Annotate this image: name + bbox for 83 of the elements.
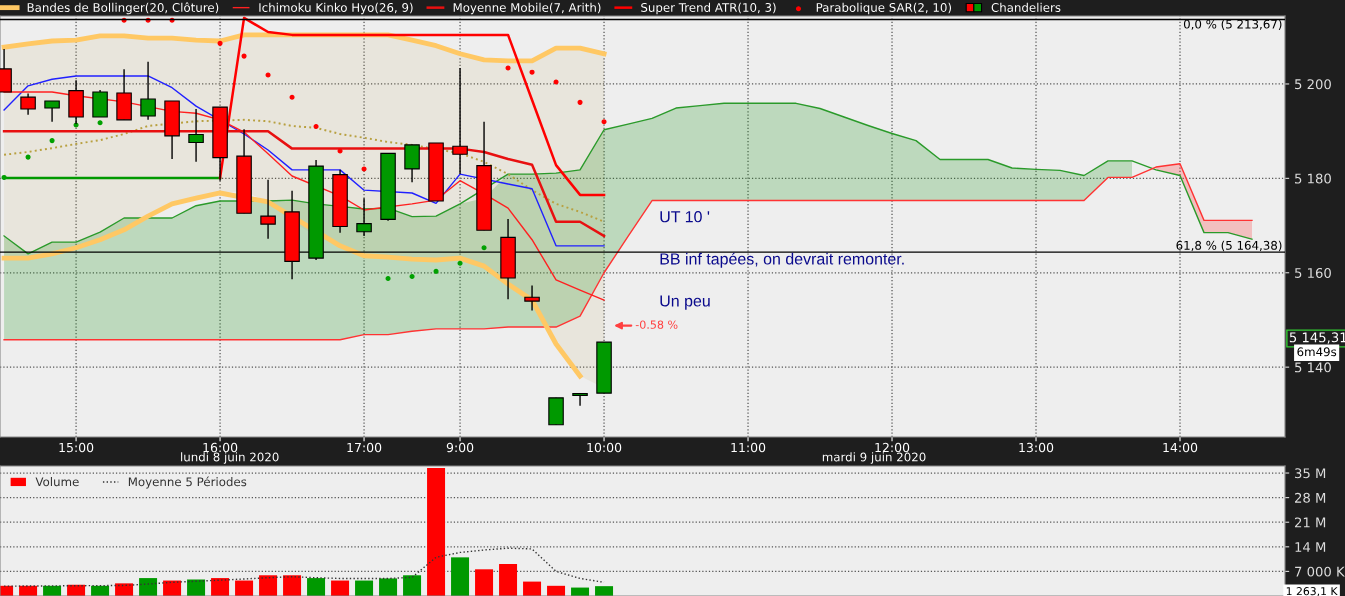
bar (595, 586, 614, 596)
point (49, 138, 55, 144)
legend-label: Moyenne Mobile(7, Arith) (453, 2, 601, 15)
bar (403, 575, 422, 596)
x-tick-label: 10:00 (587, 442, 622, 453)
legend-label: Parabolique SAR(2, 10) (816, 2, 952, 15)
y-tick-label: 35 M (1295, 468, 1326, 479)
bar (139, 578, 158, 596)
y-tick-label: 7 000 K (1295, 566, 1345, 577)
x-tick-label: 9:00 (446, 442, 474, 453)
point (601, 119, 607, 125)
bar (475, 569, 494, 596)
bar (283, 575, 302, 596)
bar (187, 579, 206, 596)
bar (451, 557, 470, 596)
x-tick-label: 17:00 (347, 442, 382, 453)
legend-label: Bandes de Bollinger(20, Clôture) (27, 2, 219, 15)
ref-line-label: 61,8 % (5 164,38) (1176, 240, 1282, 252)
point (481, 245, 487, 251)
candlestick (188, 108, 204, 163)
y-tick-label: 21 M (1294, 517, 1326, 528)
y-tick-label: 5 200 (1295, 79, 1331, 90)
bar (211, 578, 230, 596)
text: mardi 9 juin 2020 (822, 452, 926, 464)
point (529, 69, 535, 75)
line-series (3, 75, 605, 247)
candlestick (524, 284, 540, 312)
y-tick-label: 5 140 (1295, 362, 1331, 373)
x-tick-label: 13:00 (1019, 442, 1054, 453)
bar (427, 468, 446, 596)
bar (523, 581, 542, 596)
point (217, 40, 223, 46)
text: lundi 8 juin 2020 (181, 452, 279, 464)
text: 1 263,1 K (1286, 587, 1338, 596)
candlestick (140, 61, 156, 121)
y-tick-label: 5 180 (1295, 173, 1331, 184)
point (313, 123, 319, 129)
candlestick (572, 392, 588, 407)
candlestick (356, 197, 372, 237)
bar (379, 578, 398, 596)
candlestick (452, 67, 468, 175)
legend-label: Super Trend ATR(10, 3) (641, 2, 776, 15)
x-tick-label: 15:00 (59, 442, 94, 453)
y-tick-label: 5 160 (1295, 267, 1331, 278)
y-tick-label: 14 M (1295, 542, 1326, 552)
point (25, 154, 31, 160)
legend-label: Chandeliers (991, 2, 1061, 12)
candlestick (44, 100, 60, 123)
point (361, 166, 367, 172)
annotation: Un peu (660, 295, 710, 310)
point (385, 275, 391, 281)
annotation: UT 10 ' (660, 211, 710, 223)
point (457, 260, 463, 266)
legend-label: Ichimoku Kinko Hyo(26, 9) (259, 2, 413, 15)
point (433, 268, 439, 274)
candlestick (260, 179, 276, 240)
point (97, 120, 103, 126)
point (577, 99, 583, 105)
x-tick-label: 12:00 (875, 442, 910, 453)
point (241, 53, 247, 59)
point (505, 65, 511, 71)
bar (499, 564, 518, 596)
annotation: BB inf tapées, on devrait remonter. (660, 252, 904, 268)
x-tick-label: 16:00 (203, 442, 238, 453)
ref-line-label: 0,0 % (5 213,67) (1183, 19, 1282, 30)
bar (331, 580, 350, 596)
annotation: -0.58 % (635, 320, 678, 329)
bar (307, 578, 326, 596)
bar (235, 580, 254, 596)
bar (259, 575, 278, 596)
point (1, 174, 7, 180)
bar (115, 583, 134, 596)
legend-label: Moyenne 5 Périodes (128, 476, 247, 489)
y-tick-label: 28 M (1294, 492, 1326, 503)
text: 6m49s (1297, 347, 1337, 357)
x-tick-label: 11:00 (731, 442, 766, 453)
legend-label: Volume (35, 477, 79, 487)
x-tick-label: 14:00 (1163, 442, 1198, 453)
line-series (3, 547, 605, 587)
candlestick (20, 92, 36, 116)
point (409, 273, 415, 280)
point (289, 94, 295, 100)
bar (355, 580, 374, 596)
